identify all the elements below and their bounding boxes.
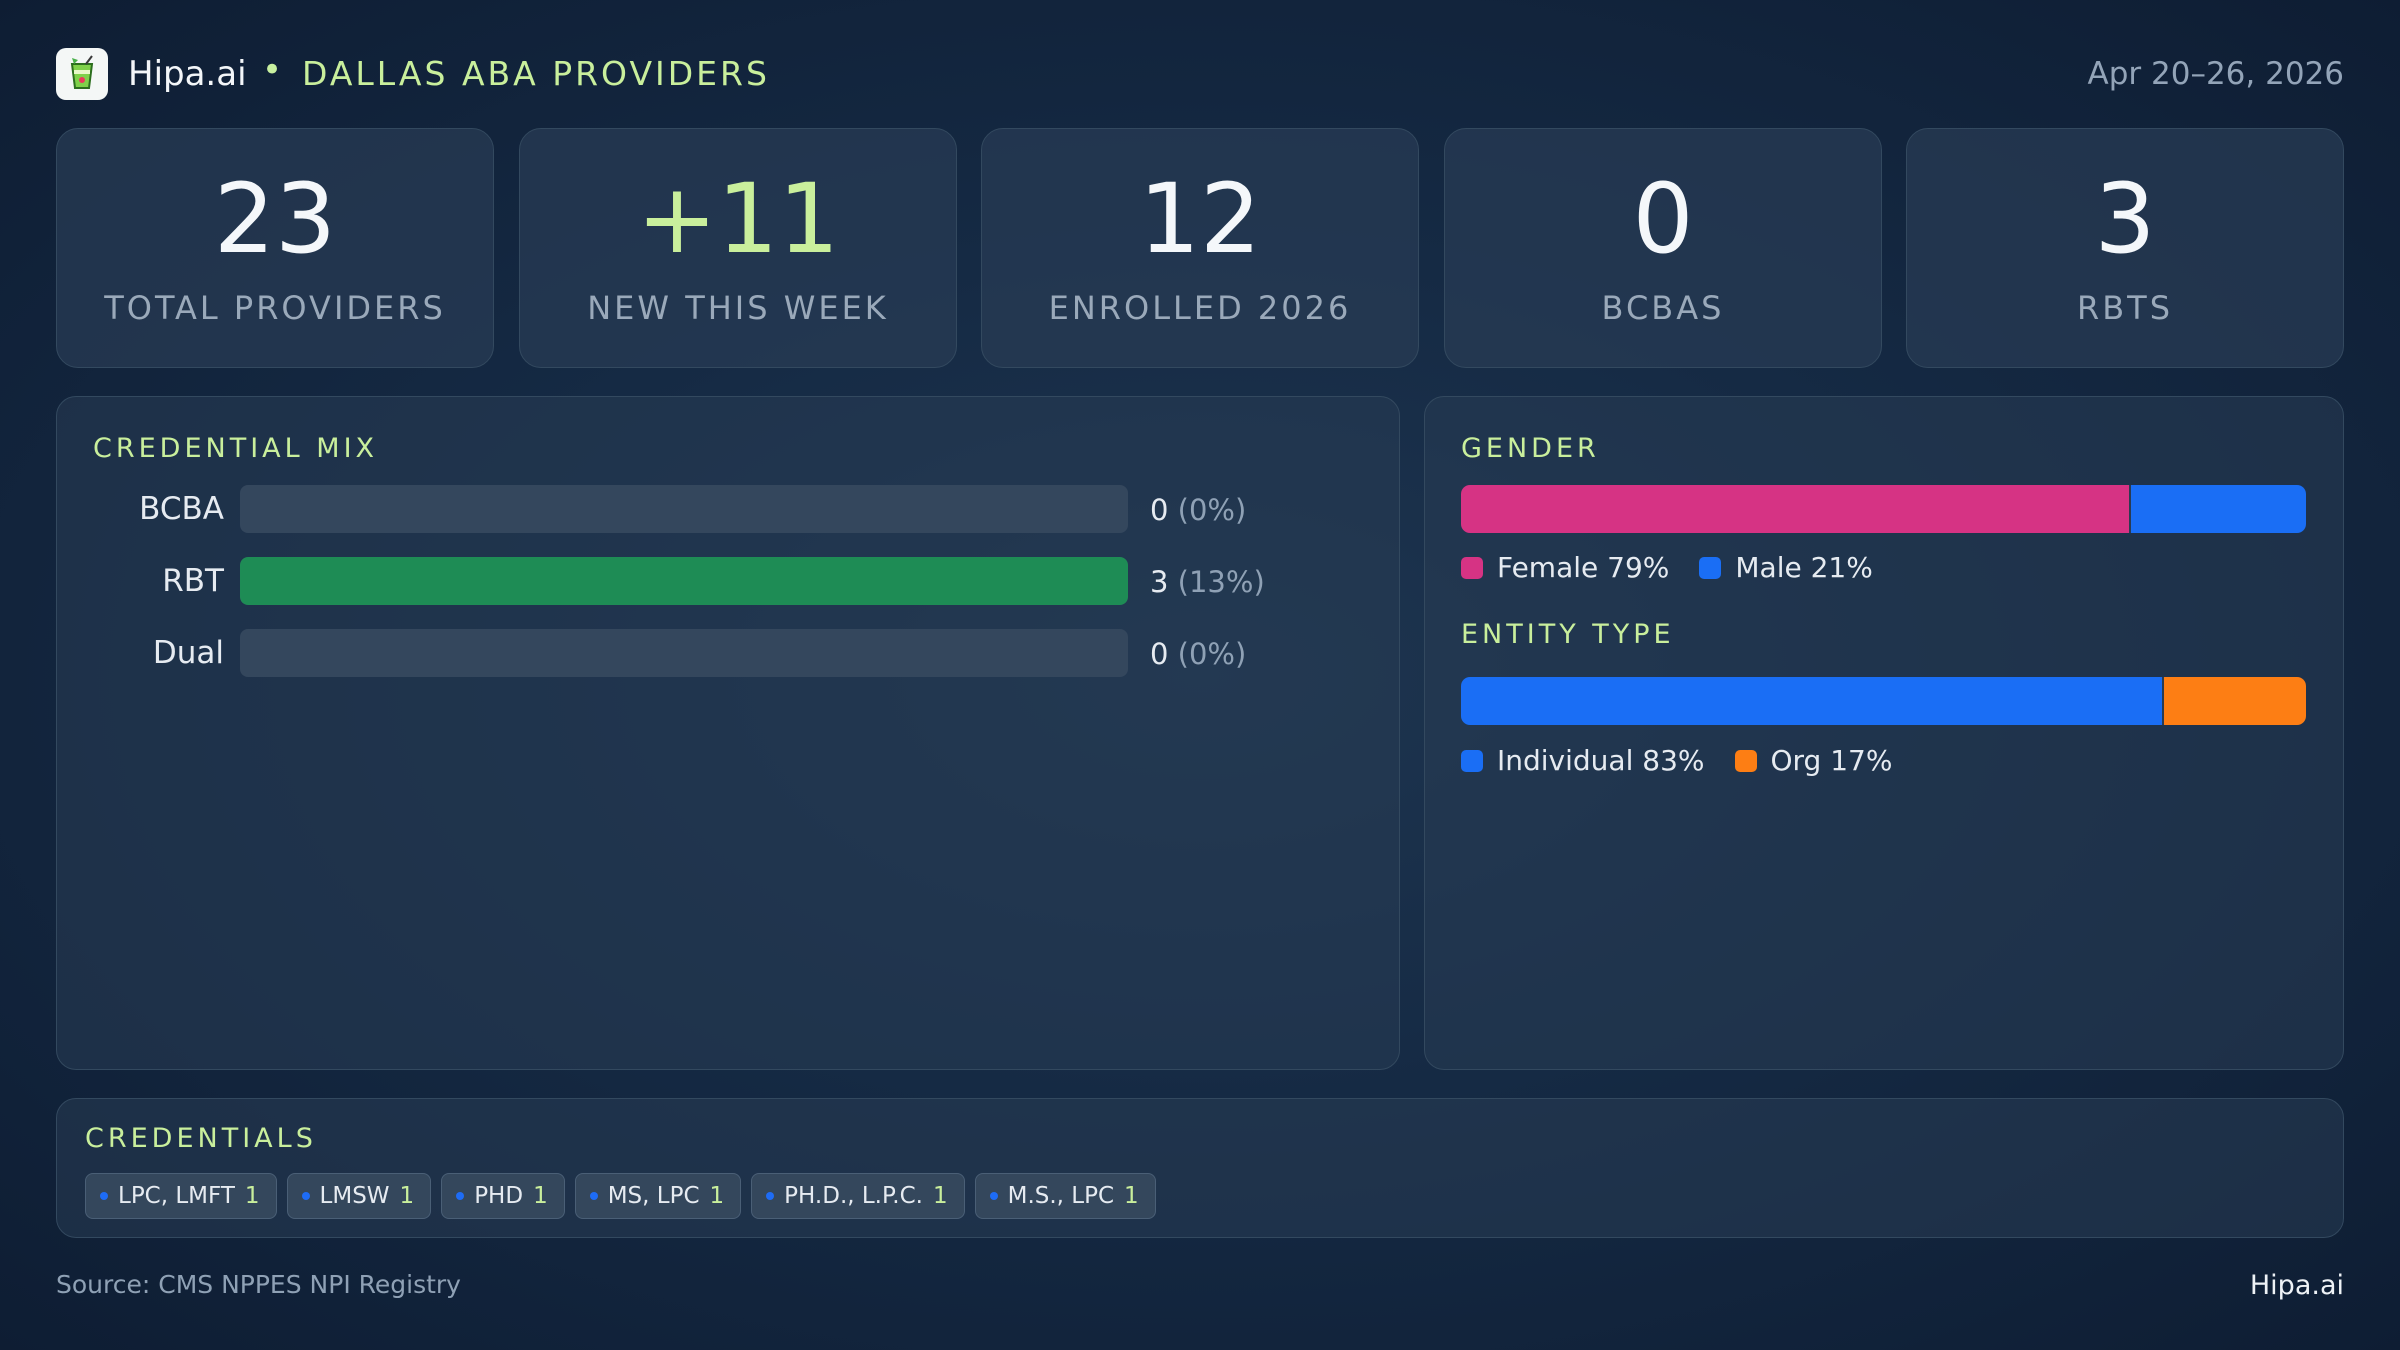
legend-item-female: Female 79%: [1461, 551, 1669, 584]
credential-count: 0: [1150, 493, 1169, 527]
footer-brand: Hipa.ai: [2249, 1270, 2344, 1301]
credential-bar-track: [240, 557, 1128, 605]
stat-value: 3: [2094, 163, 2156, 275]
legend-item-individual: Individual 83%: [1461, 744, 1705, 777]
credential-chip-list: LPC, LMFT 1 LMSW 1 PHD 1 MS, LPC 1 PH.D., L.…: [85, 1173, 1166, 1219]
credential-row-value: 3 (13%): [1150, 565, 1265, 599]
source-note: Source: CMS NPPES NPI Registry: [56, 1270, 461, 1299]
chip-label: PH.D., L.P.C.: [784, 1183, 923, 1209]
chip-label: M.S., LPC: [1007, 1183, 1115, 1209]
chip-dot-icon: [589, 1192, 598, 1200]
credential-mix-panel: CREDENTIAL MIX BCBA 0 (0%) RBT 3 (13%) D…: [56, 396, 1400, 1070]
stat-label: RBTS: [2076, 289, 2174, 327]
chip-dot-icon: [766, 1192, 775, 1200]
chip-dot-icon: [100, 1192, 108, 1200]
credential-chip[interactable]: LMSW 1: [286, 1173, 432, 1219]
dashboard-title: DALLAS ABA PROVIDERS: [302, 54, 770, 93]
cocktail-logo-icon: [56, 48, 108, 100]
stat-card-enrolled: 12 ENROLLED 2026: [981, 128, 1419, 368]
legend-label: Org 17%: [1770, 744, 1893, 777]
chip-count: 1: [932, 1183, 948, 1209]
credential-chip[interactable]: LPC, LMFT 1: [85, 1173, 277, 1219]
credential-count: 3: [1150, 565, 1169, 599]
legend-swatch: [1461, 556, 1483, 579]
entity-legend: Individual 83% Org 17%: [1461, 744, 1922, 777]
credential-percent: (13%): [1177, 565, 1265, 599]
stat-label: ENROLLED 2026: [1048, 289, 1352, 327]
credential-row-label: RBT: [162, 563, 224, 599]
stat-value: 23: [213, 163, 337, 275]
chip-count: 1: [709, 1183, 725, 1209]
legend-label: Individual 83%: [1497, 744, 1705, 777]
stat-label: TOTAL PROVIDERS: [104, 289, 446, 327]
credential-bar-fill: [240, 557, 1128, 605]
date-range: Apr 20–26, 2026: [2087, 56, 2344, 92]
chip-label: PHD: [474, 1183, 524, 1209]
credential-bar-track: [240, 629, 1128, 677]
stat-value: 12: [1138, 163, 1262, 275]
chip-dot-icon: [301, 1192, 310, 1200]
credential-bar-track: [240, 485, 1128, 533]
brand-name: Hipa.ai: [128, 54, 247, 94]
stat-card-new-this-week: +11 NEW THIS WEEK: [519, 128, 957, 368]
chip-count: 1: [399, 1183, 415, 1209]
legend-swatch: [1461, 749, 1483, 772]
credential-row-label: Dual: [152, 635, 224, 671]
credential-chip[interactable]: MS, LPC 1: [574, 1173, 742, 1219]
credential-row-dual: Dual 0 (0%): [112, 629, 1312, 677]
entity-stacked-bar: [1461, 677, 2306, 725]
credential-percent: (0%): [1177, 493, 1247, 527]
entity-segment-org: [2162, 677, 2306, 725]
chip-label: MS, LPC: [607, 1183, 700, 1209]
credential-chip[interactable]: PHD 1: [441, 1173, 565, 1219]
credentials-panel: CREDENTIALS LPC, LMFT 1 LMSW 1 PHD 1 MS, LP…: [56, 1098, 2344, 1238]
stat-card-bcbas: 0 BCBAS: [1444, 128, 1882, 368]
title-separator: •: [262, 50, 283, 90]
credential-count: 0: [1150, 637, 1169, 671]
legend-swatch: [1699, 556, 1722, 579]
stat-value: +11: [636, 163, 840, 275]
gender-stacked-bar: [1461, 485, 2306, 533]
stat-card-rbts: 3 RBTS: [1906, 128, 2344, 368]
stat-label: NEW THIS WEEK: [587, 289, 889, 327]
stat-value: 0: [1632, 163, 1694, 275]
chip-dot-icon: [989, 1192, 998, 1200]
credential-row-rbt: RBT 3 (13%): [112, 557, 1312, 605]
credential-chip[interactable]: M.S., LPC 1: [974, 1173, 1156, 1219]
gender-segment-female: [1461, 485, 2129, 533]
legend-item-male: Male 21%: [1699, 551, 1873, 584]
stat-card-total-providers: 23 TOTAL PROVIDERS: [56, 128, 494, 368]
credential-chip[interactable]: PH.D., L.P.C. 1: [751, 1173, 965, 1219]
chip-label: LPC, LMFT: [118, 1183, 235, 1209]
gender-segment-male: [2128, 485, 2306, 533]
chip-count: 1: [1124, 1183, 1139, 1209]
entity-type-title: ENTITY TYPE: [1461, 619, 1675, 650]
credential-row-label: BCBA: [139, 491, 224, 527]
chip-label: LMSW: [319, 1183, 390, 1209]
credential-row-value: 0 (0%): [1150, 637, 1246, 671]
credential-row-value: 0 (0%): [1150, 493, 1246, 527]
legend-label: Female 79%: [1497, 551, 1670, 584]
credential-row-bcba: BCBA 0 (0%): [112, 485, 1312, 533]
credential-mix-title: CREDENTIAL MIX: [93, 433, 379, 464]
demographics-panel: GENDER Female 79% Male 21% ENTITY TYPE I…: [1424, 396, 2344, 1070]
credentials-title: CREDENTIALS: [85, 1123, 317, 1154]
legend-item-org: Org 17%: [1734, 744, 1893, 777]
legend-swatch: [1734, 749, 1757, 772]
chip-count: 1: [244, 1183, 260, 1209]
chip-dot-icon: [456, 1192, 465, 1200]
legend-label: Male 21%: [1735, 551, 1873, 584]
credential-percent: (0%): [1177, 637, 1247, 671]
entity-segment-individual: [1461, 677, 2163, 725]
chip-count: 1: [533, 1183, 548, 1209]
gender-title: GENDER: [1461, 433, 1600, 464]
stat-label: BCBAS: [1601, 289, 1725, 327]
header: Hipa.ai • DALLAS ABA PROVIDERS Apr 20–26…: [56, 46, 2344, 102]
gender-legend: Female 79% Male 21%: [1461, 551, 1903, 584]
